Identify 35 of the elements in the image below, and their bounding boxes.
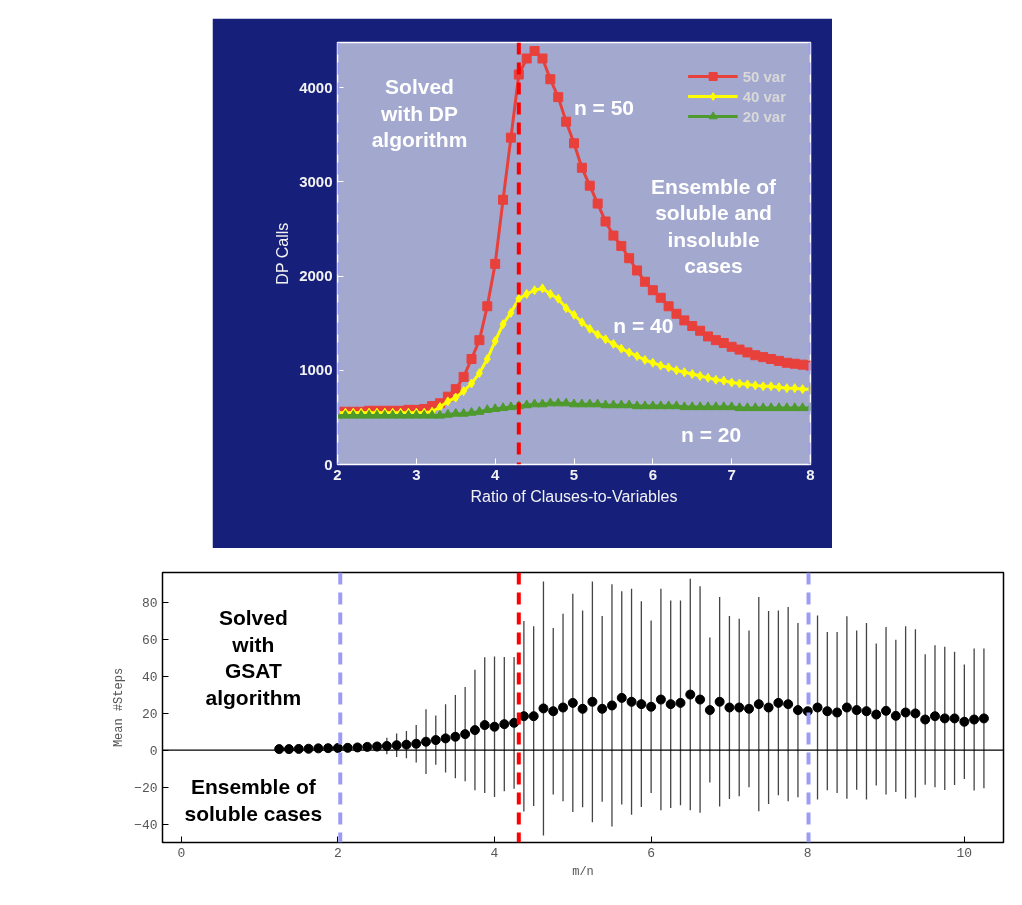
y-axis-title: DP Calls [274, 222, 292, 285]
x-tick-label: 6 [647, 845, 656, 861]
x-tick-label: 2 [334, 845, 342, 861]
x-tick-label: 0 [177, 845, 186, 861]
x-tick-label: 4 [490, 845, 499, 861]
y-tick-label: 80 [141, 595, 158, 611]
annotation: n = 50 [573, 96, 635, 119]
y-tick-label: 40 [141, 669, 158, 685]
x-tick-label: 8 [803, 845, 812, 861]
y-tick-label: 60 [141, 632, 158, 648]
annotation: Ensemble of soluble cases [184, 775, 323, 825]
y-tick-label: 3000 [299, 172, 333, 190]
annotation: Solved with GSAT algorithm [205, 606, 302, 709]
x-tick-label: 4 [491, 465, 500, 483]
y-tick-label: 20 [141, 706, 158, 722]
annotation: Solved with DP algorithm [371, 75, 468, 152]
x-axis-title: m/n [572, 864, 594, 879]
x-tick-label: 2 [333, 465, 342, 483]
annotation: n = 20 [681, 422, 742, 446]
x-tick-label: 7 [727, 465, 736, 483]
annotation: Ensemble of soluble and insoluble cases [651, 175, 777, 278]
y-tick-label: 1000 [299, 361, 333, 379]
x-tick-label: 5 [569, 465, 579, 483]
x-tick-label: 3 [412, 465, 421, 483]
y-tick-label: −40 [134, 817, 158, 833]
x-tick-label: 10 [956, 845, 973, 861]
x-axis-title: Ratio of Clauses-to-Variables [470, 487, 678, 505]
x-tick-label: 8 [806, 465, 815, 483]
y-tick-label: 4000 [299, 78, 333, 96]
x-tick-label: 6 [648, 465, 658, 483]
y-axis-title: Mean #Steps [112, 667, 127, 748]
y-tick-label: 0 [149, 743, 158, 759]
y-tick-label: −20 [134, 780, 158, 796]
annotation: n = 40 [613, 314, 674, 338]
y-tick-label: 2000 [299, 267, 333, 285]
